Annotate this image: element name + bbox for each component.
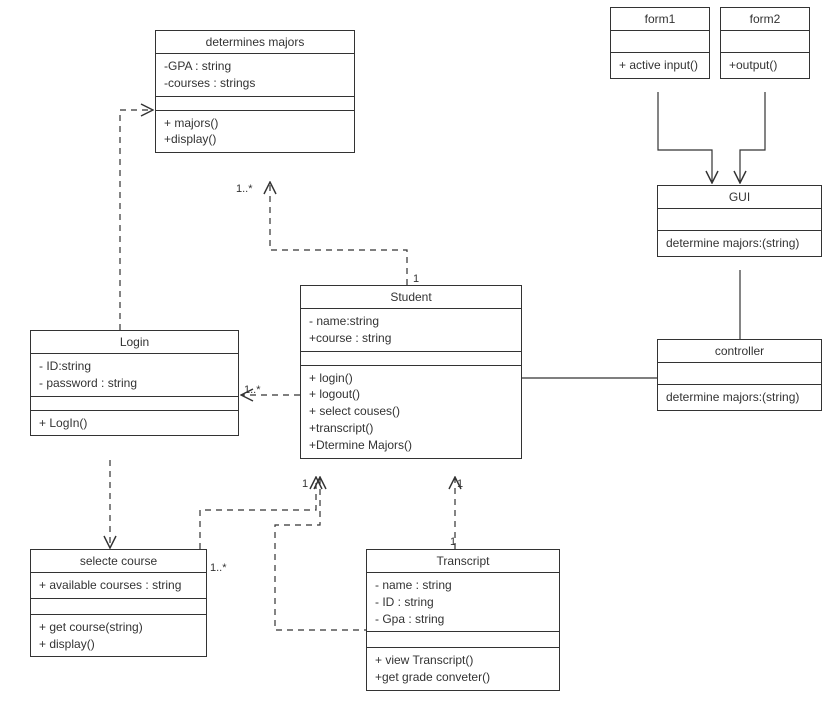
op: +Dtermine Majors() <box>309 437 513 454</box>
attr: - name : string <box>375 577 551 594</box>
attr: - name:string <box>309 313 513 330</box>
attr-section <box>611 31 709 53</box>
attr: + available courses : string <box>39 577 198 594</box>
edge-select-student <box>200 477 316 549</box>
attr: - ID : string <box>375 594 551 611</box>
attr: - ID:string <box>39 358 230 375</box>
ops-section: determine majors:(string) <box>658 385 821 410</box>
ops-section: determine majors:(string) <box>658 231 821 256</box>
op: determine majors:(string) <box>666 389 813 406</box>
op: +get grade conveter() <box>375 669 551 686</box>
op: + login() <box>309 370 513 387</box>
ops-section: + view Transcript() +get grade conveter(… <box>367 648 559 690</box>
class-title: determines majors <box>156 31 354 54</box>
edge-login-determines <box>120 110 153 330</box>
op: + LogIn() <box>39 415 230 432</box>
mult-label: 1 <box>413 273 419 285</box>
class-transcript: Transcript - name : string - ID : string… <box>366 549 560 691</box>
op: + select couses() <box>309 403 513 420</box>
mult-label: 1 <box>302 478 308 490</box>
attr: +course : string <box>309 330 513 347</box>
spacer-section <box>367 632 559 648</box>
mult-label: 1 <box>457 478 463 490</box>
attr-section <box>658 363 821 385</box>
op: + display() <box>39 636 198 653</box>
class-title: form1 <box>611 8 709 31</box>
edge-form2-gui <box>740 92 765 183</box>
edge-form1-gui <box>658 92 712 183</box>
attr-section: - name:string +course : string <box>301 309 521 352</box>
class-title: Login <box>31 331 238 354</box>
ops-section: +output() <box>721 53 809 78</box>
op: determine majors:(string) <box>666 235 813 252</box>
uml-canvas: determines majors -GPA : string -courses… <box>0 0 830 728</box>
class-student: Student - name:string +course : string +… <box>300 285 522 459</box>
attr-section <box>721 31 809 53</box>
spacer-section <box>301 352 521 366</box>
spacer-section <box>156 97 354 111</box>
mult-label: 1 <box>450 536 456 548</box>
class-title: selecte course <box>31 550 206 573</box>
attr: -courses : strings <box>164 75 346 92</box>
attr: - Gpa : string <box>375 611 551 628</box>
class-title: Student <box>301 286 521 309</box>
ops-section: + login() + logout() + select couses() +… <box>301 366 521 458</box>
spacer-section <box>31 397 238 411</box>
op: + active input() <box>619 57 701 74</box>
attr-section: + available courses : string <box>31 573 206 599</box>
attr: -GPA : string <box>164 58 346 75</box>
class-form2: form2 +output() <box>720 7 810 79</box>
class-title: form2 <box>721 8 809 31</box>
op: +output() <box>729 57 801 74</box>
class-gui: GUI determine majors:(string) <box>657 185 822 257</box>
class-determines-majors: determines majors -GPA : string -courses… <box>155 30 355 153</box>
attr: - password : string <box>39 375 230 392</box>
op: +transcript() <box>309 420 513 437</box>
attr-section <box>658 209 821 231</box>
ops-section: + LogIn() <box>31 411 238 436</box>
op: + logout() <box>309 386 513 403</box>
op: +display() <box>164 131 346 148</box>
class-title: controller <box>658 340 821 363</box>
op: + majors() <box>164 115 346 132</box>
class-select-course: selecte course + available courses : str… <box>30 549 207 657</box>
class-login: Login - ID:string - password : string + … <box>30 330 239 436</box>
class-title: Transcript <box>367 550 559 573</box>
op: + view Transcript() <box>375 652 551 669</box>
attr-section: -GPA : string -courses : strings <box>156 54 354 97</box>
mult-label: 1..* <box>236 183 253 195</box>
class-form1: form1 + active input() <box>610 7 710 79</box>
mult-label: 1..* <box>210 562 227 574</box>
attr-section: - ID:string - password : string <box>31 354 238 397</box>
class-title: GUI <box>658 186 821 209</box>
ops-section: + majors() +display() <box>156 111 354 153</box>
spacer-section <box>31 599 206 615</box>
class-controller: controller determine majors:(string) <box>657 339 822 411</box>
op: + get course(string) <box>39 619 198 636</box>
mult-label: 1..* <box>244 384 261 396</box>
edge-student-determines <box>270 182 407 285</box>
ops-section: + get course(string) + display() <box>31 615 206 657</box>
ops-section: + active input() <box>611 53 709 78</box>
attr-section: - name : string - ID : string - Gpa : st… <box>367 573 559 632</box>
